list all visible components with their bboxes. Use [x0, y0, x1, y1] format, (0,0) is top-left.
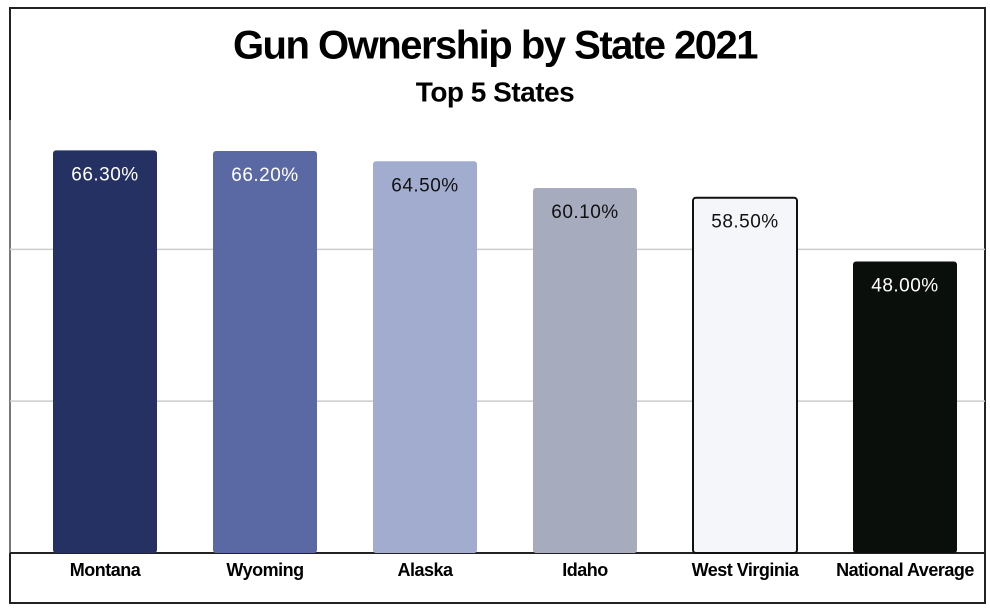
bar [533, 188, 637, 553]
bar [53, 150, 157, 553]
x-tick-label: Wyoming [226, 560, 303, 580]
x-tick-label: West Virginia [692, 560, 800, 580]
bar [213, 150, 317, 553]
x-tick-label: Alaska [397, 560, 454, 580]
bar [853, 261, 957, 553]
x-tick-label: Montana [70, 560, 142, 580]
value-label: 66.30% [71, 164, 138, 185]
value-label: 58.50% [711, 212, 778, 233]
x-tick-label: Idaho [562, 560, 608, 580]
value-label: 60.10% [551, 202, 618, 223]
bar [373, 161, 477, 553]
value-label: 64.50% [391, 175, 458, 196]
x-tick-label: National Average [836, 560, 974, 580]
chart-title: Gun Ownership by State 2021 [233, 24, 758, 68]
chart-subtitle: Top 5 States [416, 76, 574, 107]
value-label: 48.00% [871, 276, 938, 297]
frame [9, 7, 986, 604]
bar [692, 196, 798, 554]
value-label: 66.20% [231, 165, 298, 186]
